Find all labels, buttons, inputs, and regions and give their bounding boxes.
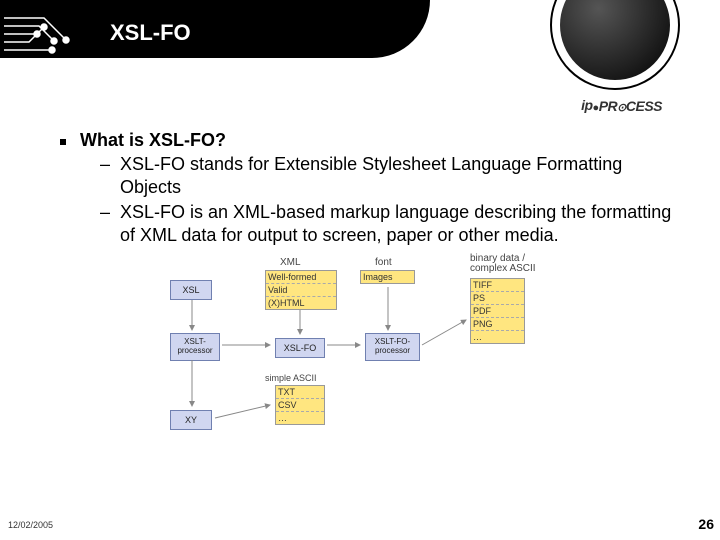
sub-bullet-text: XSL-FO stands for Extensible Stylesheet … xyxy=(120,153,680,199)
brand-logo: ip●PR⊙CESS xyxy=(581,98,662,114)
bullet-dot-icon xyxy=(60,139,66,145)
bin-stack-title: binary data / complex ASCII xyxy=(470,254,550,274)
dash-icon: – xyxy=(100,202,110,223)
stack-item: TIFF xyxy=(473,280,522,290)
stack-item: … xyxy=(278,413,322,423)
stack-item: PNG xyxy=(473,319,522,329)
content-area: What is XSL-FO? – XSL-FO stands for Exte… xyxy=(60,130,680,249)
stack-item: Valid xyxy=(268,285,334,295)
xml-stack-title: XML xyxy=(280,257,301,268)
xml-stack: Well-formed Valid (X)HTML xyxy=(265,270,337,310)
xsl-node: XSL xyxy=(170,280,212,300)
circuit-decoration xyxy=(4,8,104,58)
stack-item: CSV xyxy=(278,400,322,410)
slide-title: XSL-FO xyxy=(110,20,191,46)
sub-bullet-2: – XSL-FO is an XML-based markup language… xyxy=(100,201,680,247)
simple-stack-title: simple ASCII xyxy=(265,373,317,383)
heading-text: What is XSL-FO? xyxy=(80,130,226,151)
sub-bullet-1: – XSL-FO stands for Extensible Styleshee… xyxy=(100,153,680,199)
dash-icon: – xyxy=(100,154,110,175)
xslfo-diagram: XML Well-formed Valid (X)HTML font Image… xyxy=(170,260,550,480)
simple-stack: TXT CSV … xyxy=(275,385,325,425)
stack-item: … xyxy=(473,332,522,342)
stack-item: PS xyxy=(473,293,522,303)
font-stack-title: font xyxy=(375,257,392,268)
xy-node: XY xyxy=(170,410,212,430)
stack-item: PDF xyxy=(473,306,522,316)
xslfo-processor-node: XSLT-FO-processor xyxy=(365,333,420,361)
stack-item: Images xyxy=(363,272,412,282)
page-number: 26 xyxy=(698,516,714,532)
bullet-main: What is XSL-FO? xyxy=(60,130,680,151)
sub-bullet-text: XSL-FO is an XML-based markup language d… xyxy=(120,201,680,247)
stack-item: Well-formed xyxy=(268,272,334,282)
binary-stack: TIFF PS PDF PNG … xyxy=(470,278,525,344)
footer-date: 12/02/2005 xyxy=(8,520,53,530)
xslfo-node: XSL-FO xyxy=(275,338,325,358)
stack-item: (X)HTML xyxy=(268,298,334,308)
stack-item: TXT xyxy=(278,387,322,397)
font-stack: Images xyxy=(360,270,415,284)
xslt-processor-node: XSLT-processor xyxy=(170,333,220,361)
